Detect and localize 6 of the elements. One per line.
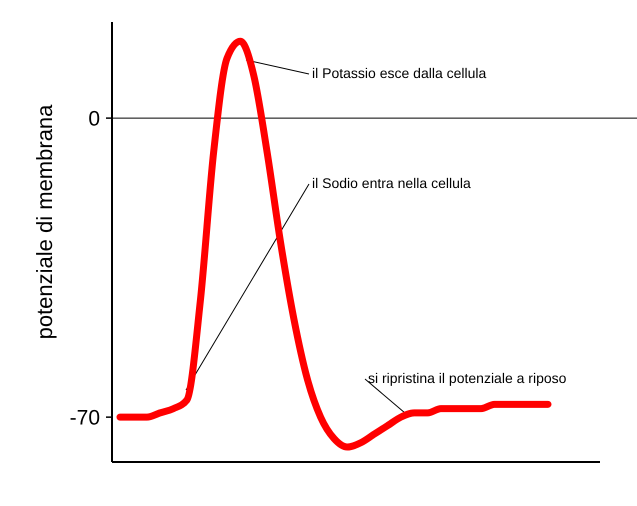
annotation: il Potassio esce dalla cellula: [312, 65, 487, 81]
y-axis-title: potenziale di membrana: [32, 104, 57, 340]
annotation: il Sodio entra nella cellula: [312, 175, 471, 191]
annotation: si ripristina il potenziale a riposo: [368, 370, 567, 386]
y-tick-label: -70: [70, 406, 100, 430]
y-tick-label: 0: [88, 107, 100, 130]
